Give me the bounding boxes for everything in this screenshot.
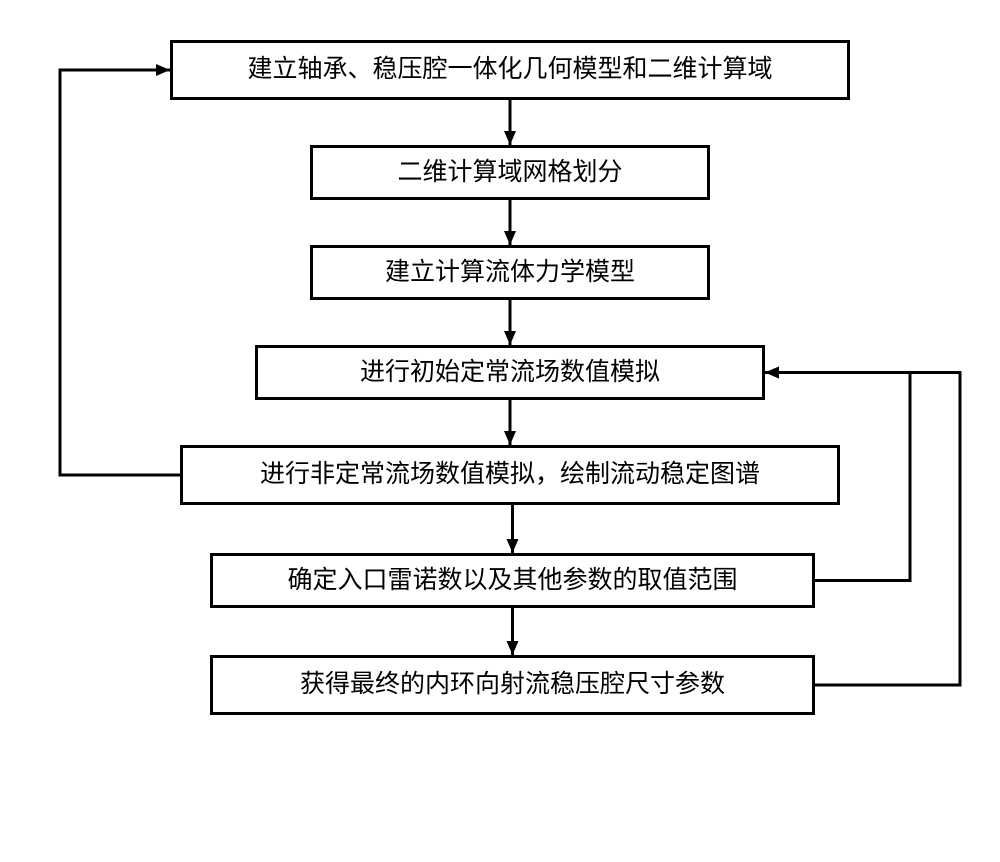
arrows-layer (0, 0, 1000, 862)
node-label: 建立计算流体力学模型 (385, 258, 635, 288)
flowchart-node: 获得最终的内环向射流稳压腔尺寸参数 (210, 655, 815, 715)
flowchart-diagram: 建立轴承、稳压腔一体化几何模型和二维计算域二维计算域网格划分建立计算流体力学模型… (0, 0, 1000, 862)
node-label: 建立轴承、稳压腔一体化几何模型和二维计算域 (247, 55, 772, 85)
flowchart-node: 建立计算流体力学模型 (310, 245, 710, 300)
flowchart-node: 确定入口雷诺数以及其他参数的取值范围 (210, 553, 815, 608)
flowchart-node: 进行非定常流场数值模拟，绘制流动稳定图谱 (180, 445, 840, 505)
node-label: 获得最终的内环向射流稳压腔尺寸参数 (300, 670, 725, 700)
node-label: 确定入口雷诺数以及其他参数的取值范围 (287, 566, 737, 596)
node-label: 进行非定常流场数值模拟，绘制流动稳定图谱 (260, 460, 760, 490)
node-label: 二维计算域网格划分 (397, 158, 622, 188)
flowchart-node: 进行初始定常流场数值模拟 (255, 345, 765, 400)
flowchart-node: 二维计算域网格划分 (310, 145, 710, 200)
node-label: 进行初始定常流场数值模拟 (360, 358, 660, 388)
flowchart-node: 建立轴承、稳压腔一体化几何模型和二维计算域 (170, 40, 850, 100)
